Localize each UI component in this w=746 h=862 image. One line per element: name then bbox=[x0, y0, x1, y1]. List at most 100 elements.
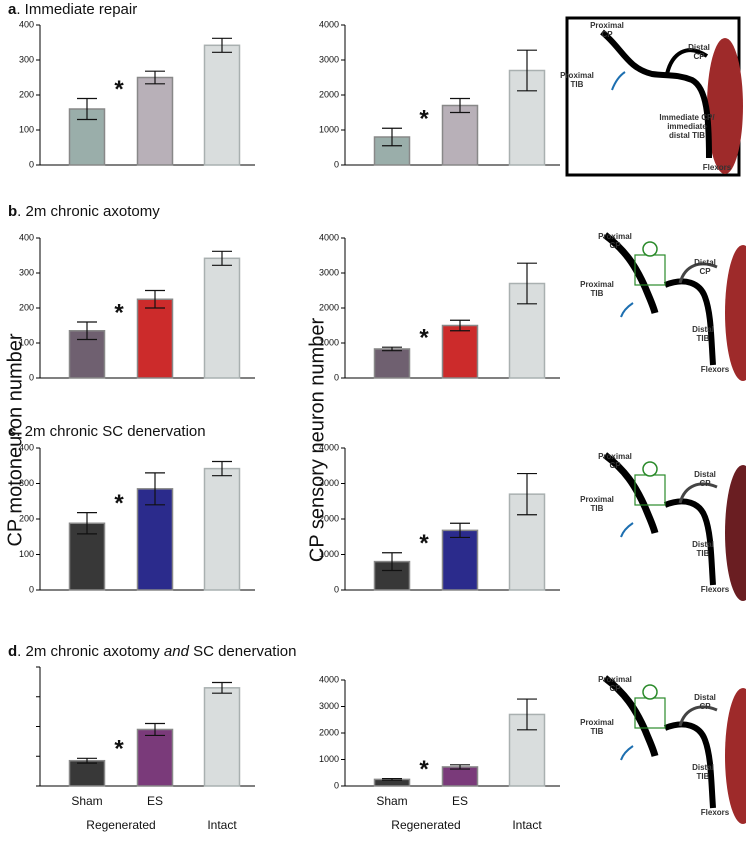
panel-text-italic: and bbox=[164, 643, 190, 660]
nerve-branch bbox=[678, 482, 718, 504]
proximal-tib bbox=[620, 745, 634, 761]
error-bar bbox=[145, 722, 165, 737]
error-bar bbox=[145, 70, 165, 85]
bar bbox=[136, 728, 174, 787]
bar bbox=[203, 467, 241, 591]
x-tick-label: ES bbox=[147, 794, 163, 808]
panel-title: d. 2m chronic axotomy and SC denervation bbox=[8, 643, 297, 660]
y-tick-label: 300 bbox=[19, 54, 34, 64]
error-bar bbox=[212, 37, 232, 53]
bar bbox=[203, 687, 241, 787]
error-bar bbox=[450, 97, 470, 114]
error-bar bbox=[382, 346, 402, 352]
y-tick-label: 0 bbox=[29, 159, 34, 169]
error-bar bbox=[77, 757, 97, 764]
x-tick-label: Sham bbox=[376, 794, 407, 808]
bar bbox=[68, 759, 106, 787]
panel-text: . 2m chronic axotomy bbox=[17, 203, 160, 220]
diagram-label-line: Proximal bbox=[560, 71, 594, 80]
y-tick-label: 3000 bbox=[319, 267, 339, 277]
y-tick-label: 0 bbox=[334, 372, 339, 382]
y-tick-label: 4000 bbox=[319, 19, 339, 29]
panel-title: c. 2m chronic SC denervation bbox=[8, 423, 206, 440]
error-bar bbox=[212, 250, 232, 266]
diagram-label: Distal CP bbox=[694, 693, 716, 711]
diagram-label-line: TIB bbox=[591, 727, 604, 736]
y-tick-label: 0 bbox=[334, 159, 339, 169]
bar bbox=[441, 529, 479, 591]
nerve bbox=[600, 29, 712, 159]
nerve bbox=[663, 278, 716, 366]
y-tick-label: 2000 bbox=[319, 727, 339, 737]
significance-star: * bbox=[419, 530, 429, 557]
diagram-label-line: CP bbox=[693, 52, 705, 61]
y-tick-label: 300 bbox=[19, 478, 34, 488]
nerve bbox=[602, 452, 659, 534]
y-tick-label: 3000 bbox=[319, 478, 339, 488]
error-bar bbox=[382, 127, 402, 147]
x-tick-label: Intact bbox=[512, 818, 542, 832]
y-tick-label: 4000 bbox=[319, 442, 339, 452]
diagram-label: Proximal CP bbox=[598, 232, 632, 250]
nerve-branch bbox=[678, 705, 718, 727]
y-tick-label: 1000 bbox=[319, 124, 339, 134]
panel-title: b. 2m chronic axotomy bbox=[8, 203, 160, 220]
diagram-label-line: Flexors bbox=[701, 365, 730, 374]
y-tick-label: 0 bbox=[334, 584, 339, 594]
bar bbox=[136, 76, 174, 166]
panel-letter: c bbox=[8, 423, 16, 440]
flexor-muscle bbox=[707, 38, 743, 174]
diagram-label: Flexors bbox=[701, 365, 730, 374]
diagram-label-line: CP bbox=[601, 30, 613, 39]
error-bar bbox=[145, 472, 165, 506]
error-bar bbox=[517, 472, 537, 516]
y-tick-label: 400 bbox=[19, 19, 34, 29]
y-tick-label: 200 bbox=[19, 513, 34, 523]
error-bar bbox=[77, 97, 97, 121]
diagram-label: Flexors bbox=[701, 585, 730, 594]
diagram-label-line: TIB bbox=[697, 334, 710, 343]
y-tick-label: 400 bbox=[19, 232, 34, 242]
x-group-label: Regenerated bbox=[391, 818, 460, 832]
significance-star: * bbox=[419, 756, 429, 783]
diagram-label-line: distal TIB bbox=[669, 131, 705, 140]
diagram-label-line: Proximal bbox=[598, 232, 632, 241]
nerve-branch bbox=[678, 262, 718, 284]
diagram-label: Distal TIB bbox=[692, 763, 714, 781]
significance-star: * bbox=[419, 106, 429, 133]
y-tick-label: 2000 bbox=[319, 302, 339, 312]
diagram-label-line: Distal bbox=[692, 540, 714, 549]
error-bar bbox=[450, 319, 470, 332]
diagram-label-line: Distal bbox=[688, 43, 710, 52]
diagram-label-line: CP bbox=[699, 267, 711, 276]
panel-title: a. Immediate repair bbox=[8, 1, 137, 18]
diagram-label: Proximal CP bbox=[590, 21, 624, 39]
x-tick-label: Sham bbox=[71, 794, 102, 808]
nerve-branch bbox=[665, 48, 709, 75]
y-tick-label: 1000 bbox=[319, 549, 339, 559]
diagram-label-line: Distal bbox=[694, 258, 716, 267]
significance-star: * bbox=[114, 490, 124, 517]
diagram-label-line: Proximal bbox=[590, 21, 624, 30]
y-tick-label: 200 bbox=[19, 302, 34, 312]
diagram-label: Distal CP bbox=[688, 43, 710, 61]
diagram-label-line: CP bbox=[609, 684, 621, 693]
diagram-label-line: Immediate CP/ bbox=[659, 113, 715, 122]
panel-text-tail: SC denervation bbox=[189, 643, 297, 660]
y-tick-label: 0 bbox=[29, 584, 34, 594]
bar bbox=[441, 766, 479, 787]
diagram-label: Proximal TIB bbox=[580, 495, 614, 513]
stimulator bbox=[642, 241, 658, 257]
proximal-tib bbox=[620, 302, 634, 318]
flexor-muscle bbox=[725, 465, 746, 601]
proximal-tib bbox=[611, 71, 626, 91]
diagram-label: Immediate CP/immediate distal TIB bbox=[659, 113, 715, 140]
bar bbox=[136, 298, 174, 379]
diagram-label-line: TIB bbox=[591, 504, 604, 513]
flexor-muscle bbox=[725, 245, 746, 381]
diagram-label-line: Distal bbox=[694, 470, 716, 479]
diagram-label-line: Proximal bbox=[580, 495, 614, 504]
